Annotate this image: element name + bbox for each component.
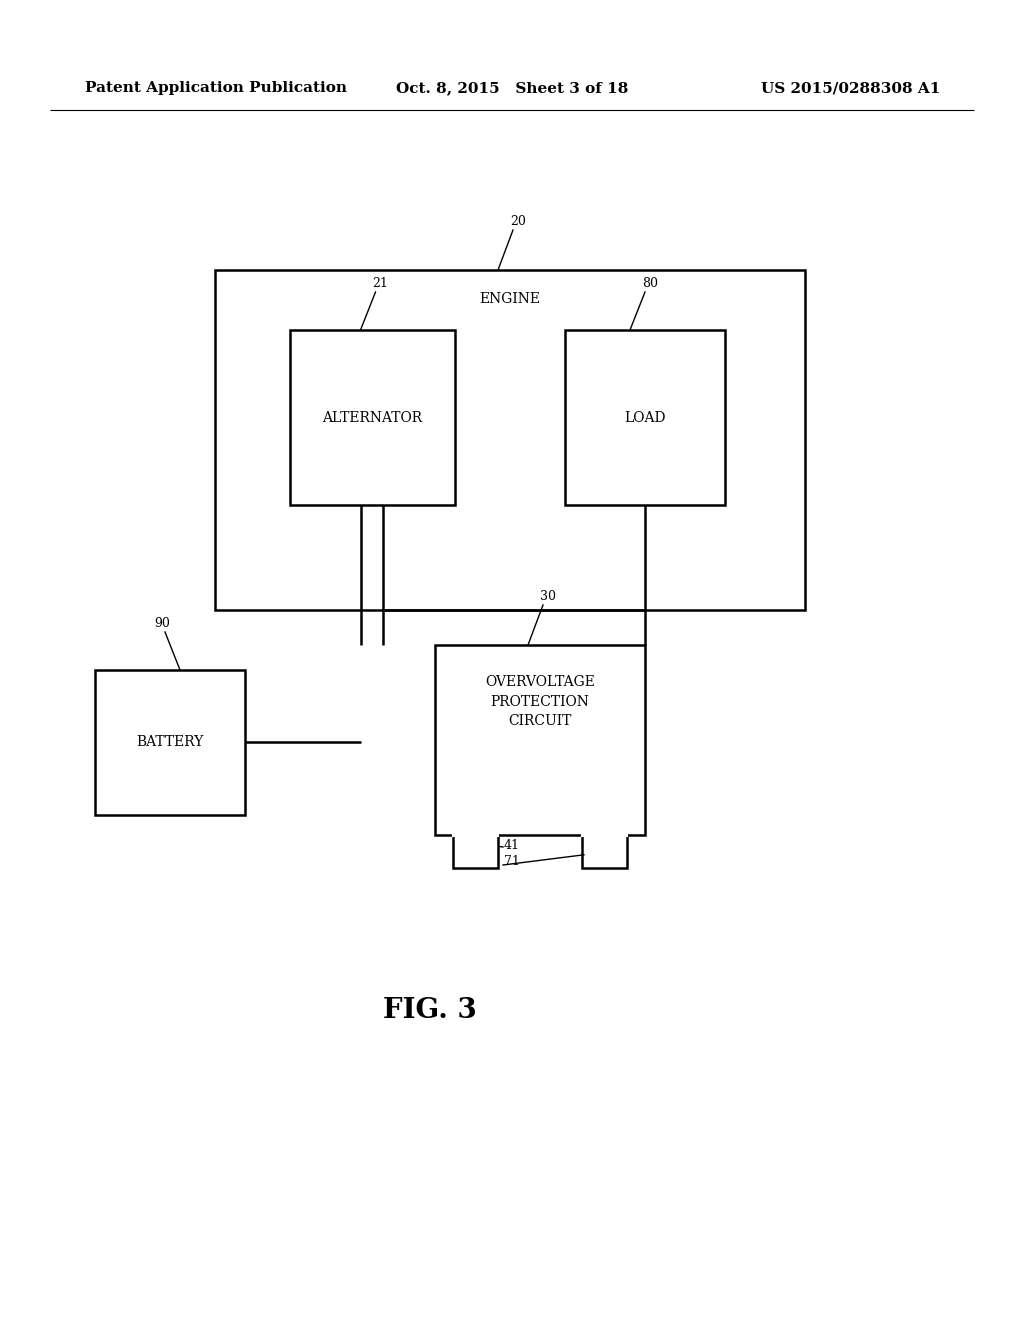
Text: 90: 90: [154, 616, 170, 630]
Text: US 2015/0288308 A1: US 2015/0288308 A1: [761, 81, 940, 95]
Text: 80: 80: [642, 277, 658, 290]
Text: Patent Application Publication: Patent Application Publication: [85, 81, 347, 95]
Bar: [435, 645, 645, 836]
Bar: [565, 330, 725, 506]
Text: BATTERY: BATTERY: [136, 735, 204, 750]
Text: 20: 20: [510, 215, 526, 228]
Bar: [453, 836, 498, 869]
Text: FIG. 3: FIG. 3: [383, 997, 477, 1023]
Text: LOAD: LOAD: [625, 411, 666, 425]
Text: 30: 30: [540, 590, 556, 603]
Text: 21: 21: [373, 277, 388, 290]
Text: 71: 71: [504, 855, 520, 869]
Bar: [290, 330, 455, 506]
Bar: [95, 671, 245, 814]
Text: ALTERNATOR: ALTERNATOR: [323, 411, 423, 425]
Text: Oct. 8, 2015   Sheet 3 of 18: Oct. 8, 2015 Sheet 3 of 18: [396, 81, 628, 95]
Bar: [215, 271, 805, 610]
Text: OVERVOLTAGE
PROTECTION
CIRCUIT: OVERVOLTAGE PROTECTION CIRCUIT: [485, 675, 595, 729]
Text: 41: 41: [504, 840, 520, 851]
Bar: [582, 836, 627, 869]
Text: ENGINE: ENGINE: [479, 292, 541, 306]
